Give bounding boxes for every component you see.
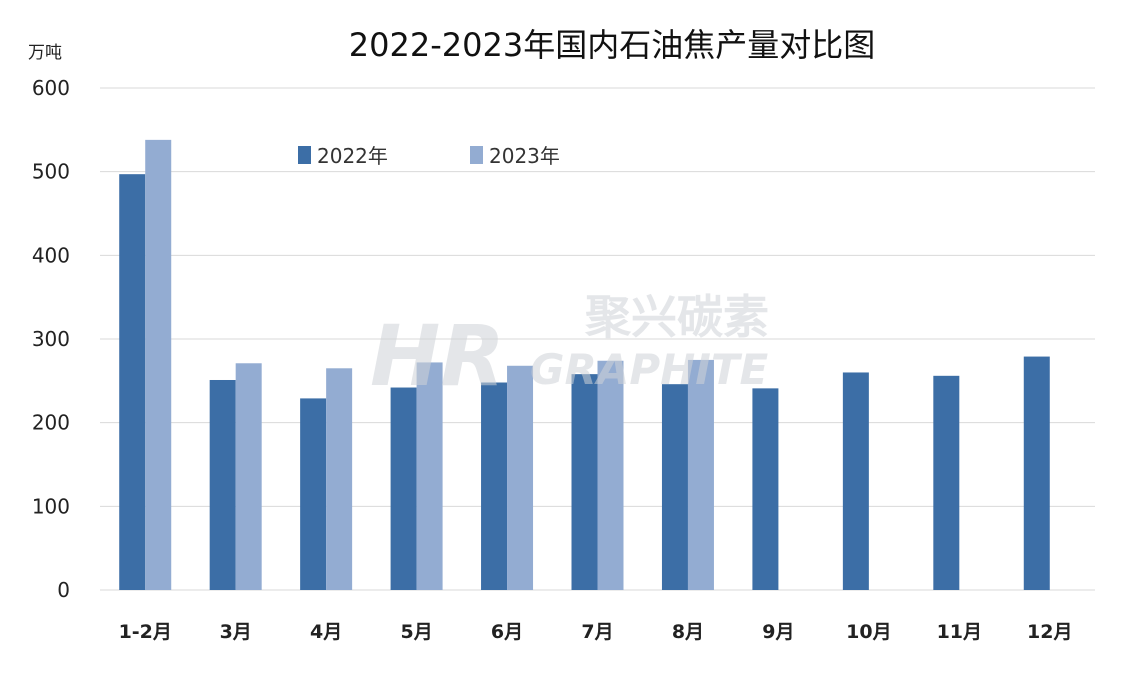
bars [119, 139, 1050, 590]
y-tick-label: 0 [57, 578, 70, 602]
watermark-brand-en: GRAPHITE [530, 345, 769, 394]
x-tick-label: 5月 [400, 621, 432, 643]
bar-2022年-4月 [300, 398, 327, 590]
y-tick-label: 500 [32, 160, 70, 184]
x-tick-label: 4月 [310, 621, 342, 643]
bar-2022年-1-2月 [119, 174, 146, 590]
y-axis-unit-label: 万吨 [28, 43, 62, 63]
watermark: HR 聚兴碳素 GRAPHITE [370, 290, 769, 405]
x-tick-label: 8月 [672, 621, 704, 643]
legend-label: 2023年 [489, 144, 560, 168]
legend-swatch [470, 146, 483, 164]
x-tick-label: 10月 [846, 621, 891, 643]
legend: 2022年 2023年 [298, 144, 560, 168]
y-tick-label: 400 [32, 243, 70, 267]
bar-2022年-9月 [752, 388, 779, 590]
x-tick-label: 9月 [762, 621, 794, 643]
bar-2023年-8月 [687, 359, 714, 590]
bar-2022年-3月 [209, 379, 236, 590]
bar-2023年-1-2月 [145, 139, 172, 590]
y-axis-ticks: 0 100 200 300 400 500 600 [32, 76, 70, 602]
bar-2022年-6月 [481, 382, 508, 590]
bar-2022年-12月 [1023, 356, 1050, 590]
watermark-brand-cn: 聚兴碳素 [584, 290, 769, 344]
x-tick-label: 12月 [1027, 621, 1072, 643]
bar-2022年-10月 [842, 372, 869, 590]
bar-2022年-5月 [390, 387, 417, 590]
x-tick-label: 7月 [581, 621, 613, 643]
legend-label: 2022年 [317, 144, 388, 168]
legend-swatch [298, 146, 311, 164]
bar-2022年-7月 [571, 374, 598, 590]
bar-2023年-7月 [597, 360, 624, 590]
bar-2023年-6月 [507, 365, 534, 590]
y-tick-label: 100 [32, 494, 70, 518]
x-axis-ticks: 1-2月 3月 4月 5月 6月 7月 8月 9月 10月 11月 12月 [119, 621, 1073, 643]
x-tick-label: 1-2月 [119, 621, 172, 643]
bar-2023年-3月 [235, 363, 262, 590]
y-tick-label: 200 [32, 411, 70, 435]
bar-2023年-5月 [416, 362, 443, 590]
chart-title: 2022-2023年国内石油焦产量对比图 [349, 26, 875, 64]
bar-2022年-11月 [933, 375, 960, 590]
bar-2022年-8月 [661, 384, 688, 590]
x-tick-label: 3月 [220, 621, 252, 643]
watermark-logo: HR [370, 307, 505, 405]
x-tick-label: 6月 [491, 621, 523, 643]
y-tick-label: 300 [32, 327, 70, 351]
bar-2023年-4月 [326, 368, 353, 590]
y-tick-label: 600 [32, 76, 70, 100]
x-tick-label: 11月 [937, 621, 982, 643]
